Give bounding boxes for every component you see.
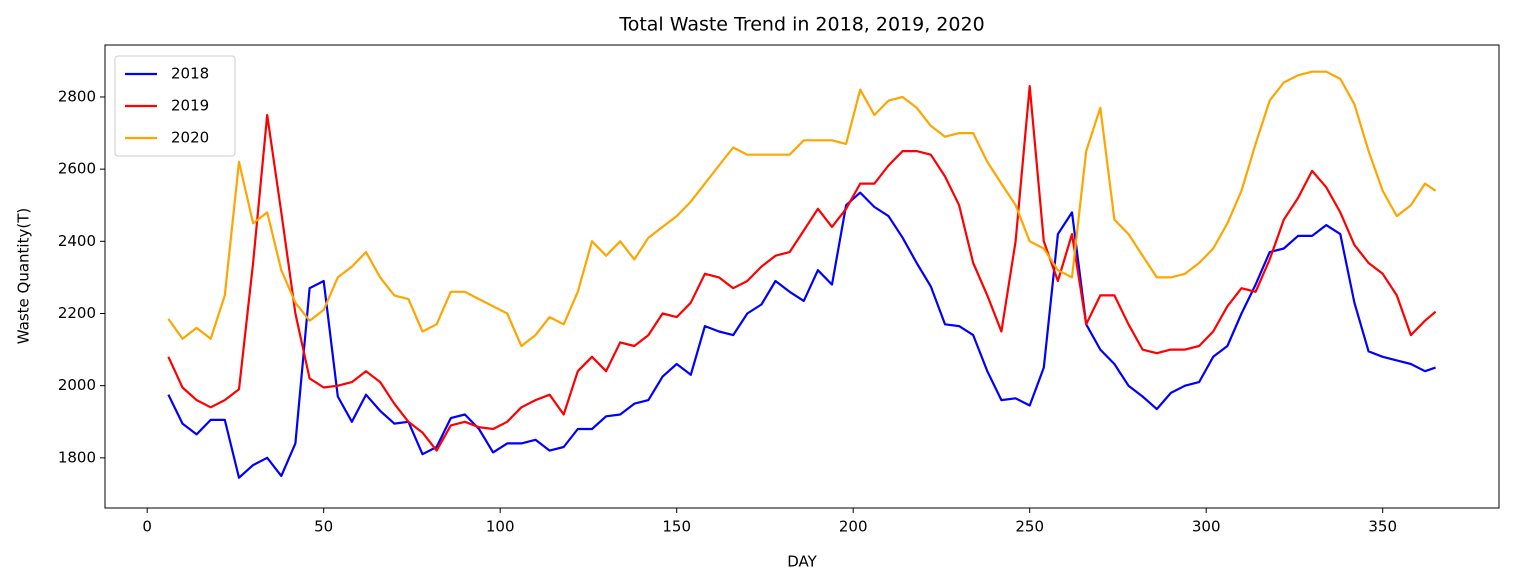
x-tick-label: 300 xyxy=(1192,518,1221,536)
line-series xyxy=(167,85,1437,452)
y-axis-label: Waste Quantity(T) xyxy=(15,208,33,344)
x-tick-label: 250 xyxy=(1015,518,1044,536)
legend-label: 2020 xyxy=(171,129,209,147)
y-tick-label: 2800 xyxy=(58,87,96,105)
x-tick-label: 50 xyxy=(314,518,333,536)
y-tick-label: 1800 xyxy=(58,448,96,466)
line-series xyxy=(167,191,1436,479)
line-series xyxy=(167,70,1437,348)
x-tick-label: 0 xyxy=(142,518,152,536)
legend: 2018 2019 2020 xyxy=(114,55,236,157)
y-tick-label: 2400 xyxy=(58,232,96,250)
y-tick-label: 2600 xyxy=(58,160,96,178)
y-tick-label: 2200 xyxy=(58,304,96,322)
x-tick-label: 100 xyxy=(486,518,515,536)
plot-frame xyxy=(104,44,1500,509)
x-tick-label: 350 xyxy=(1368,518,1397,536)
y-tick-label: 2000 xyxy=(58,376,96,394)
legend-label: 2019 xyxy=(171,97,209,115)
legend-box xyxy=(114,55,236,157)
x-axis-label: DAY xyxy=(787,553,817,571)
x-tick-label: 200 xyxy=(839,518,868,536)
legend-label: 2018 xyxy=(171,65,209,83)
chart-title: Total Waste Trend in 2018, 2019, 2020 xyxy=(618,14,984,36)
x-tick-label: 150 xyxy=(662,518,691,536)
